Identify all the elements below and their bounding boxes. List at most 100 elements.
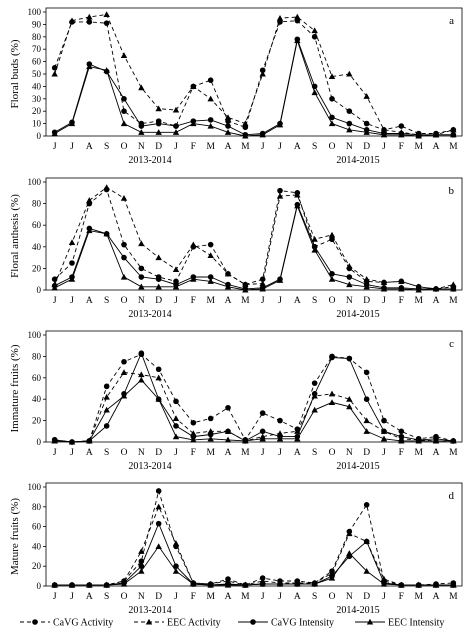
y-tick-label: 80 [32, 199, 42, 209]
y-tick-label: 80 [32, 351, 42, 361]
data-point [138, 283, 145, 290]
data-point [51, 70, 58, 77]
data-point [276, 435, 284, 442]
x-tick-label: J [70, 296, 74, 306]
x-tick-label: N [346, 448, 353, 458]
data-point [380, 126, 388, 133]
data-point [380, 435, 388, 442]
x-tick-label: A [433, 448, 440, 458]
data-point [381, 417, 387, 424]
x-tick-label: O [121, 448, 128, 458]
legend-marker [145, 618, 153, 625]
x-tick-label: A [294, 296, 301, 306]
data-point [363, 417, 370, 424]
data-point [294, 435, 301, 442]
data-point [68, 239, 76, 246]
data-point [363, 93, 370, 99]
data-point [294, 202, 301, 209]
data-point [363, 538, 370, 545]
data-point [155, 374, 162, 381]
x-tick-label: S [312, 592, 317, 602]
data-point [138, 84, 145, 91]
data-point [346, 126, 353, 133]
data-point [224, 270, 232, 277]
data-point [259, 410, 266, 416]
y-tick-label: 70 [32, 44, 42, 54]
y-tick-label: 40 [32, 242, 42, 252]
data-point [276, 192, 284, 199]
data-point [277, 187, 283, 194]
series-line [54, 188, 454, 290]
x-tick-label: A [86, 142, 93, 152]
data-point [190, 433, 197, 440]
data-point [415, 437, 422, 444]
data-point [328, 399, 336, 405]
data-point [380, 279, 388, 285]
data-point [346, 355, 353, 362]
data-point [276, 121, 284, 128]
data-point [103, 11, 110, 18]
x-tick-label: F [399, 296, 404, 306]
x-tick-label: M [414, 296, 423, 306]
data-point [86, 197, 93, 203]
data-point [51, 437, 58, 444]
series-line [54, 14, 454, 136]
data-point [68, 581, 76, 588]
data-point [311, 580, 318, 587]
data-point [172, 540, 180, 546]
data-point [155, 366, 162, 373]
year-label: 2013-2014 [128, 461, 171, 472]
x-tick-label: F [191, 142, 196, 152]
x-tick-label: S [104, 142, 109, 152]
data-point [207, 77, 214, 83]
data-point [363, 396, 370, 403]
data-point [138, 129, 145, 135]
y-tick-label: 20 [32, 416, 42, 426]
legend-item-cavg-activity: CaVG Activity [20, 618, 113, 629]
legend-label: EEC Intensity [388, 618, 444, 629]
x-tick-label: J [70, 592, 74, 602]
data-point [138, 548, 145, 554]
year-label: 2013-2014 [128, 605, 171, 616]
x-tick-label: A [433, 142, 440, 152]
y-tick-label: 50 [32, 69, 42, 79]
chart-legend: CaVG Activity EEC Activity CaVG Intensity E… [20, 618, 444, 629]
data-point [276, 15, 284, 21]
data-point [328, 390, 336, 397]
series-eec-activity [51, 369, 457, 445]
data-point [311, 89, 318, 96]
data-point [363, 502, 370, 508]
data-point [155, 396, 162, 402]
data-point [432, 437, 440, 444]
data-point [103, 393, 110, 400]
data-point [311, 236, 318, 242]
data-point [86, 19, 93, 25]
x-tick-label: J [174, 448, 178, 458]
x-tick-label: A [86, 592, 93, 602]
y-tick-label: 60 [32, 220, 42, 230]
data-point [259, 67, 266, 74]
data-point [173, 398, 179, 405]
data-point [51, 276, 58, 283]
data-point [381, 428, 387, 435]
data-point [259, 280, 266, 287]
data-point [380, 285, 388, 292]
x-tick-label: J [174, 592, 178, 602]
x-tick-label: J [278, 592, 282, 602]
x-tick-label: M [414, 448, 423, 458]
data-point [69, 260, 75, 266]
x-tick-label: M [206, 592, 215, 602]
x-tick-label: J [278, 448, 282, 458]
series-eec-activity [51, 503, 457, 588]
x-tick-label: M [414, 592, 423, 602]
x-tick-label: A [86, 296, 93, 306]
y-tick-label: 60 [32, 57, 42, 67]
x-tick-label: O [329, 296, 336, 306]
legend-label: CaVG Activity [53, 618, 113, 629]
x-tick-label: M [449, 296, 458, 306]
data-point [51, 65, 58, 71]
data-point [155, 120, 162, 127]
